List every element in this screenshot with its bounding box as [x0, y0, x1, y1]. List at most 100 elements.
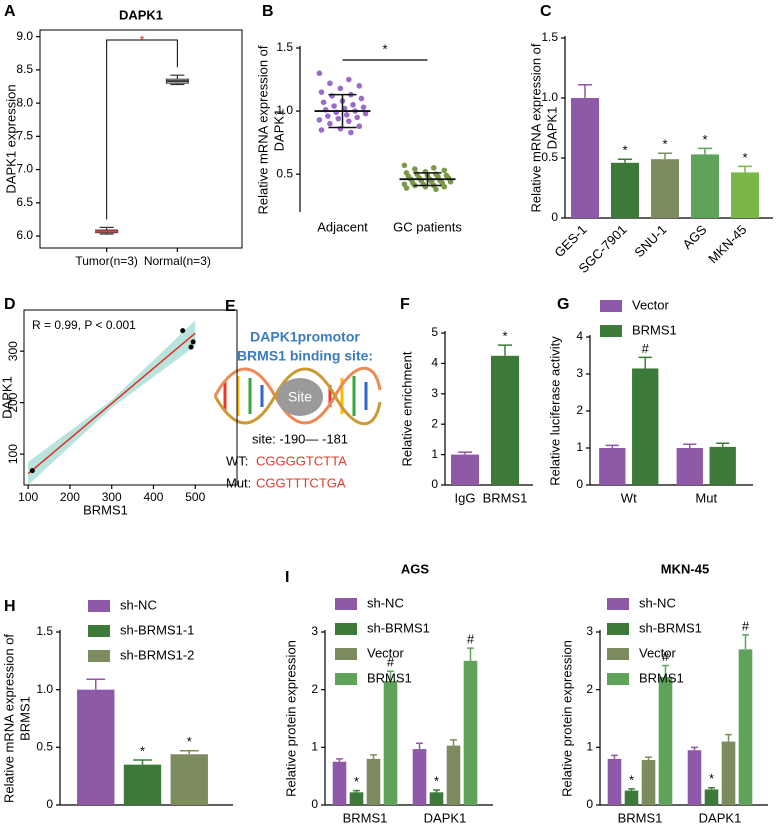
strand [213, 367, 382, 426]
sd-bar [328, 93, 357, 129]
x-tick-label: Adjacent [317, 219, 368, 234]
legend-label: sh-NC [639, 595, 676, 610]
x-tick-label: BRMS1 [483, 490, 528, 505]
bar [704, 789, 719, 805]
y-tick-label: 8.5 [16, 62, 33, 76]
legend-swatch [607, 648, 629, 660]
data-point [331, 103, 337, 109]
y-tick-label: 0.5 [276, 166, 293, 180]
data-point [346, 76, 352, 83]
data-point [356, 123, 363, 130]
error-bar [498, 344, 512, 356]
x-tick-label: BRMS1 [343, 810, 388, 825]
error-bar [738, 165, 752, 173]
sd-bar [413, 172, 442, 187]
y-tick-label: 6.5 [16, 195, 33, 209]
legend-label: BRMS1 [639, 670, 684, 685]
y-axis-label: DAPK1 [0, 376, 14, 419]
bar [366, 758, 381, 805]
y-tick-label: 1.5 [36, 624, 53, 638]
y-tick-label: 3 [586, 624, 593, 638]
panel-letter: G [557, 296, 569, 313]
x-tick-label: DAPK1 [424, 810, 467, 825]
y-tick-label: 1.0 [276, 103, 293, 117]
y-tick-label: 7.0 [16, 162, 33, 176]
y-tick-label: 1.0 [541, 90, 558, 104]
data-point [316, 70, 323, 77]
panel-letter: C [540, 3, 552, 20]
data-point [327, 80, 333, 87]
data-point [447, 178, 454, 185]
data-point [441, 183, 448, 190]
y-tick-label: 0 [576, 477, 583, 491]
data-point [320, 99, 327, 106]
x-tick-label: 300 [102, 490, 122, 504]
x-tick-label: BRMS1 [618, 810, 663, 825]
bar [571, 98, 599, 218]
data-point [335, 115, 342, 122]
bar [349, 792, 364, 805]
site-range: site: -190— -181 [252, 431, 348, 446]
bar [599, 448, 626, 485]
error-bar [691, 746, 698, 751]
bar [607, 758, 622, 805]
data-point [190, 339, 196, 345]
bar [731, 172, 759, 218]
legend-label: BRMS1 [632, 322, 677, 337]
site-label: Site [288, 389, 312, 405]
y-axis-label: Relative protein expression [559, 640, 574, 797]
y-tick-label: 1 [586, 740, 593, 754]
legend-swatch [600, 325, 622, 337]
y-axis-label: DAPK1 [271, 109, 286, 152]
y-axis-label: Relative luciferase activity [547, 336, 562, 486]
x-tick-label: GES-1 [551, 222, 589, 260]
y-axis-label: Relative mRNA expression of [528, 43, 543, 212]
legend-label: sh-BRMS1 [639, 620, 702, 635]
error-bar [387, 670, 394, 682]
error-bar [698, 147, 712, 155]
error-bar [662, 664, 669, 677]
x-tick-label: IgG [455, 490, 476, 505]
data-point [350, 101, 356, 108]
bar [383, 681, 398, 805]
data-point [360, 104, 367, 111]
legend-swatch [335, 598, 357, 610]
bar [451, 454, 479, 485]
panel-letter: F [400, 296, 410, 313]
panel-e: E DAPK1promotor BRMS1 binding site: Site… [213, 298, 382, 490]
y-tick-label: 0 [311, 797, 318, 811]
error-bar [725, 733, 732, 742]
y-tick-label: 1 [431, 447, 438, 461]
bar [170, 754, 208, 805]
legend-swatch [335, 648, 357, 660]
significance-label: * [140, 743, 145, 758]
legend-label: BRMS1 [367, 670, 412, 685]
bar [651, 159, 679, 218]
x-tick-label: Tumor(n=3) [75, 254, 138, 268]
legend-swatch [335, 623, 357, 635]
significance-label: * [629, 772, 634, 787]
legend-swatch [607, 598, 629, 610]
y-tick-label: 1.5 [276, 40, 293, 54]
y-axis-label: Relative mRNA expression of [255, 45, 270, 214]
error-bar [336, 758, 343, 762]
x-tick-label: AGS [680, 222, 710, 252]
y-tick-label: 3 [576, 366, 583, 380]
chart-title: MKN-45 [661, 561, 709, 576]
data-point [358, 95, 365, 102]
error-bar [433, 789, 440, 793]
significance-label: * [382, 41, 387, 56]
legend-swatch [88, 650, 110, 662]
mut-sequence: CGGTTTCTGA [256, 475, 346, 490]
data-point [354, 114, 361, 121]
y-tick-label: 3 [431, 386, 438, 400]
bar [491, 355, 519, 485]
bar [611, 162, 639, 218]
error-bar [618, 158, 632, 163]
error-bar [658, 152, 672, 160]
bar [429, 792, 444, 805]
x-tick-label: Wt [621, 490, 637, 505]
data-point [356, 83, 363, 89]
data-point [327, 120, 333, 127]
data-point [362, 110, 369, 117]
